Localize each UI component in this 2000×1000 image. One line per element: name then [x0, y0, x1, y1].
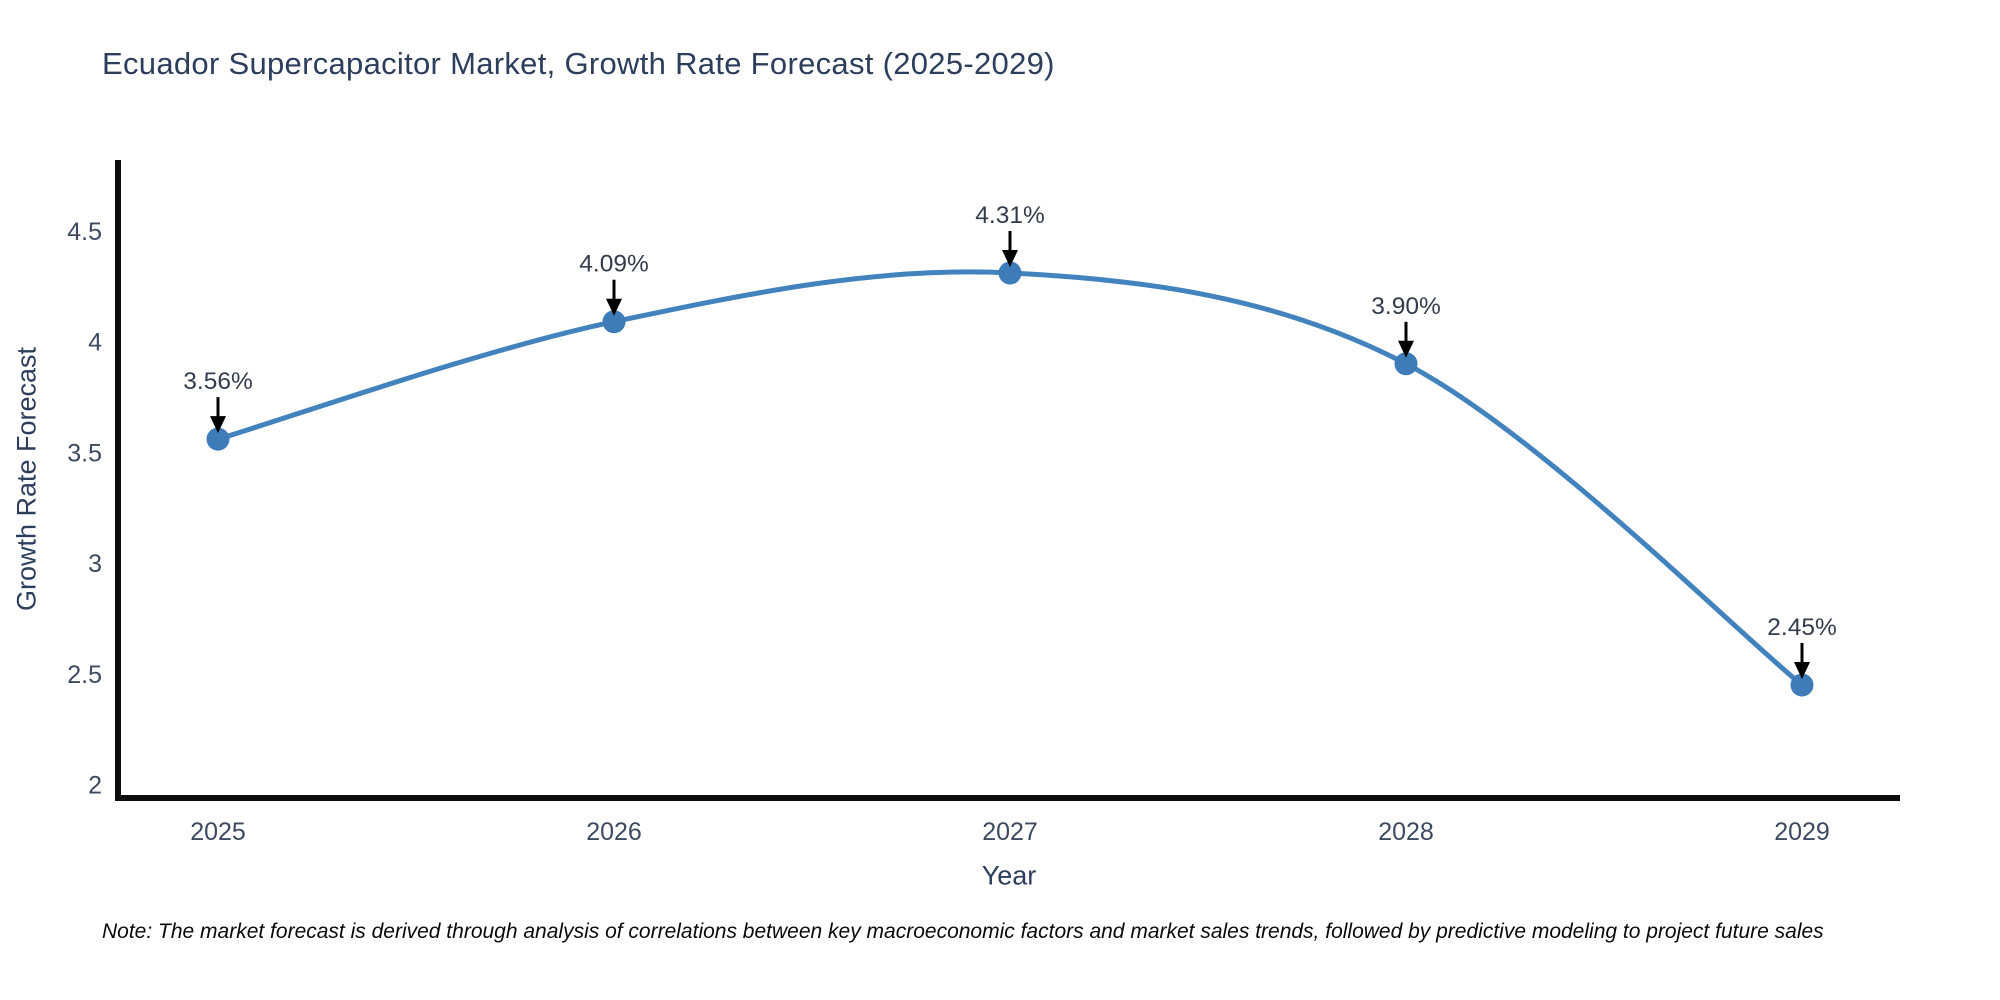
annotation-label: 3.90% — [1371, 293, 1440, 320]
trend-line — [215, 269, 1805, 688]
y-tick-label: 2.5 — [67, 661, 102, 689]
y-tick-label: 3.5 — [67, 439, 102, 467]
x-tick-label: 2029 — [1774, 818, 1830, 846]
annotation-label: 4.09% — [579, 251, 648, 278]
chart-title: Ecuador Supercapacitor Market, Growth Ra… — [102, 46, 1055, 81]
y-tick-label: 2 — [88, 772, 102, 800]
y-tick-label: 4.5 — [67, 218, 102, 246]
data-point-marker — [602, 310, 626, 334]
data-point-marker — [1790, 673, 1814, 697]
annotation-arrowhead — [1794, 662, 1810, 680]
annotation-label: 4.31% — [975, 202, 1044, 229]
annotation-label: 3.56% — [183, 368, 252, 395]
y-tick-label: 4 — [88, 329, 102, 357]
annotation-label: 2.45% — [1767, 614, 1836, 641]
annotation-arrowhead — [210, 416, 226, 434]
data-point-marker — [1394, 352, 1418, 376]
x-axis-title: Year — [981, 860, 1037, 891]
x-tick-label: 2028 — [1378, 818, 1434, 846]
x-tick-label: 2027 — [982, 818, 1038, 846]
data-point-marker — [998, 261, 1022, 285]
annotation-arrowhead — [1398, 340, 1414, 358]
y-tick-label: 3 — [88, 550, 102, 578]
annotation-arrowhead — [606, 298, 622, 316]
footnote: Note: The market forecast is derived thr… — [102, 920, 1824, 943]
annotation-arrowhead — [1002, 249, 1018, 267]
x-tick-label: 2025 — [190, 818, 246, 846]
x-tick-label: 2026 — [586, 818, 642, 846]
data-point-marker — [206, 427, 230, 451]
